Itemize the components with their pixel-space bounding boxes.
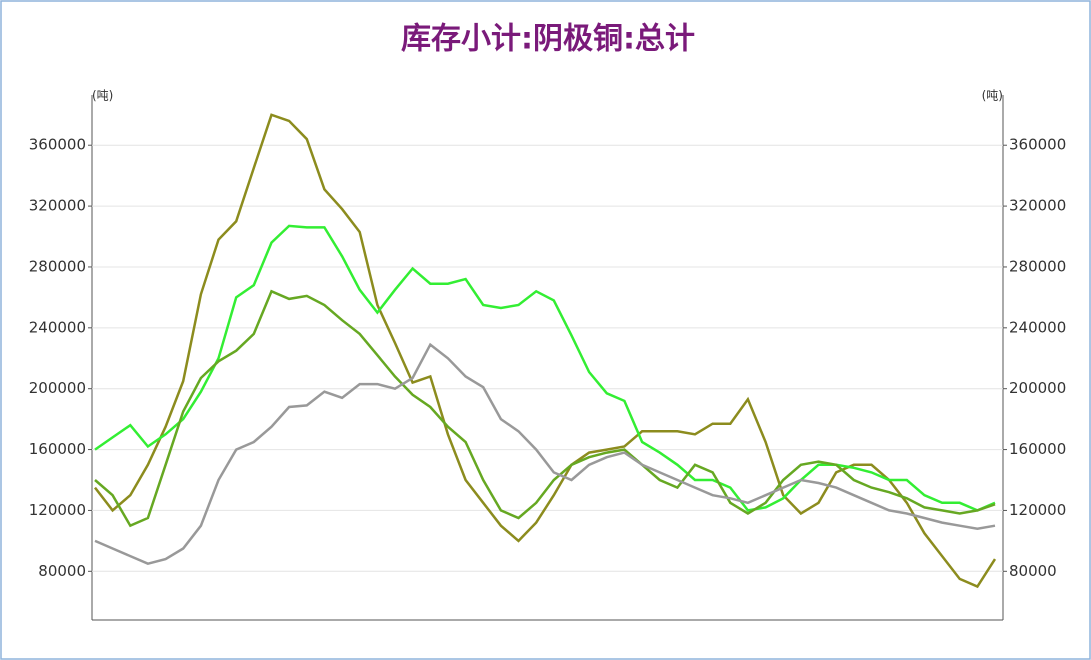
y2-unit: (吨): [982, 89, 1003, 103]
y2-tick-label: 360000: [1009, 136, 1066, 154]
y-tick-label: 240000: [29, 318, 86, 336]
y-tick-label: 320000: [29, 197, 86, 215]
y-tick-label: 280000: [29, 257, 86, 275]
y2-tick-label: 200000: [1009, 379, 1066, 397]
line-series: [94, 224, 996, 512]
y-tick-label: 80000: [38, 562, 86, 580]
line-series: [94, 113, 997, 589]
y-tick-label: 360000: [29, 136, 86, 154]
line-series: [94, 342, 996, 566]
line-series: [94, 289, 996, 528]
y-unit: (吨): [92, 89, 113, 103]
y2-tick-label: 80000: [1009, 562, 1057, 580]
y-tick-label: 120000: [29, 501, 86, 519]
y-tick-label: 200000: [29, 379, 86, 397]
y2-tick-label: 280000: [1009, 257, 1066, 275]
y2-tick-label: 160000: [1009, 440, 1066, 458]
chart-title: 库存小计:阴极铜:总计: [401, 22, 695, 57]
y-tick-label: 160000: [29, 440, 86, 458]
y2-tick-label: 320000: [1009, 197, 1066, 215]
y2-tick-label: 240000: [1009, 318, 1066, 336]
y2-tick-label: 120000: [1009, 501, 1066, 519]
